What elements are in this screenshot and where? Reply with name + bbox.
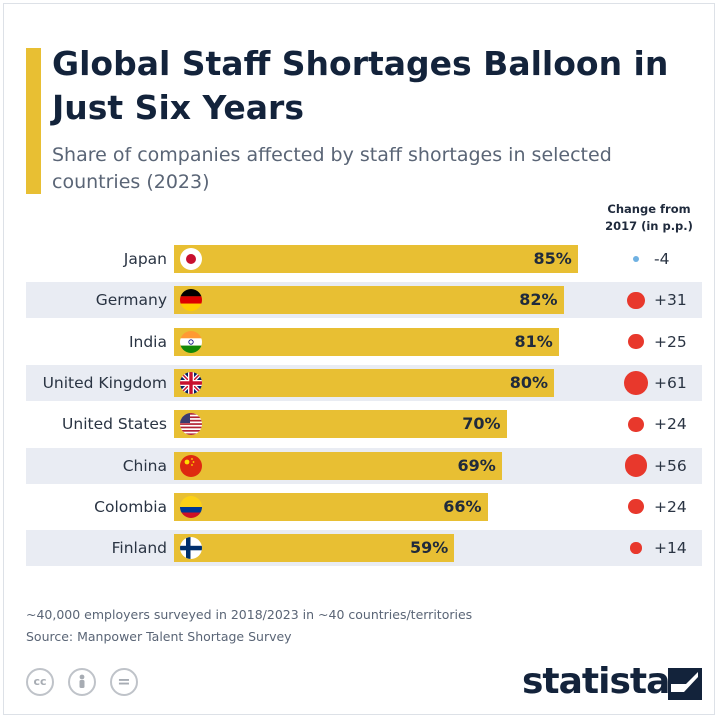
uk-flag-icon [180, 371, 202, 394]
bar [174, 327, 559, 356]
change-dot [628, 416, 644, 432]
chart-row-finland: Finland 59% +14 [26, 530, 702, 567]
statista-logo-mark-icon [668, 668, 702, 700]
bar [174, 286, 564, 315]
change-value-label: +24 [654, 497, 687, 516]
germany-flag-icon [180, 289, 202, 312]
bar [174, 368, 554, 397]
chart-subtitle: Share of companies affected by staff sho… [52, 144, 612, 193]
country-label: India [128, 332, 167, 351]
change-value-label: -4 [654, 250, 670, 268]
usa-flag-icon [180, 413, 202, 436]
change-value-label: +14 [654, 539, 687, 558]
no-derivatives-icon: = [110, 668, 138, 696]
bar-value-label: 70% [462, 414, 501, 434]
country-label: Germany [95, 291, 167, 310]
bar-value-label: 80% [509, 372, 548, 392]
change-dot [624, 370, 648, 395]
chart-row-china: China 69% +56 [26, 447, 702, 484]
attribution-icon [68, 668, 96, 696]
change-value-label: +25 [654, 332, 687, 351]
country-label: Finland [111, 539, 167, 558]
change-value-label: +61 [654, 373, 687, 392]
change-dot [632, 255, 640, 263]
bar [174, 492, 488, 521]
bar-value-label: 85% [533, 249, 572, 268]
chart-row-united-kingdom: United Kingdom 80% +61 [26, 364, 702, 401]
change-dot [628, 333, 644, 350]
colombia-flag-icon [180, 495, 202, 518]
china-flag-icon [180, 454, 202, 477]
bar-value-label: 69% [457, 455, 496, 475]
change-dot [628, 499, 644, 515]
bar [174, 410, 507, 439]
bar-value-label: 66% [443, 496, 482, 516]
cc-icon: cc [26, 668, 54, 696]
india-flag-icon [180, 330, 202, 353]
country-label: Colombia [94, 497, 167, 516]
bar [174, 451, 502, 480]
bar-value-label: 59% [409, 538, 449, 558]
title-accent-bar [26, 48, 41, 194]
change-dot [627, 291, 645, 309]
change-dot [630, 542, 642, 554]
country-label: United Kingdom [42, 373, 167, 392]
bar-value-label: 81% [514, 331, 553, 351]
change-value-label: +56 [654, 456, 687, 475]
change-column-header: Change from 2017 (in p.p.) [605, 202, 693, 233]
japan-flag-icon [180, 248, 202, 270]
chart-row-colombia: Colombia 66% +24 [26, 489, 702, 525]
bar-value-label: 82% [519, 290, 558, 310]
country-label: China [122, 456, 167, 475]
change-value-label: +24 [654, 415, 687, 434]
country-label: Japan [123, 250, 167, 268]
change-value-label: +31 [654, 291, 687, 310]
bar [174, 534, 455, 563]
infographic-frame: Global Staff Shortages Balloon in Just S… [3, 3, 715, 715]
chart-row-united-states: United States 70% +24 [26, 406, 702, 442]
chart-row-japan: Japan 85% -4 [26, 241, 702, 277]
source-note: Source: Manpower Talent Shortage Survey [26, 629, 292, 644]
bar [174, 245, 578, 273]
country-label: United States [62, 415, 167, 434]
chart-row-germany: Germany 82% +31 [26, 282, 702, 319]
chart-title: Global Staff Shortages Balloon in Just S… [52, 44, 669, 127]
change-dot [624, 454, 648, 477]
survey-note: ~40,000 employers surveyed in 2018/2023 … [26, 607, 473, 622]
finland-flag-icon [180, 537, 202, 560]
chart-row-india: India 81% +25 [26, 324, 702, 360]
statista-logo: statista [522, 661, 670, 702]
footnote: ~40,000 employers surveyed in 2018/2023 … [26, 604, 472, 648]
